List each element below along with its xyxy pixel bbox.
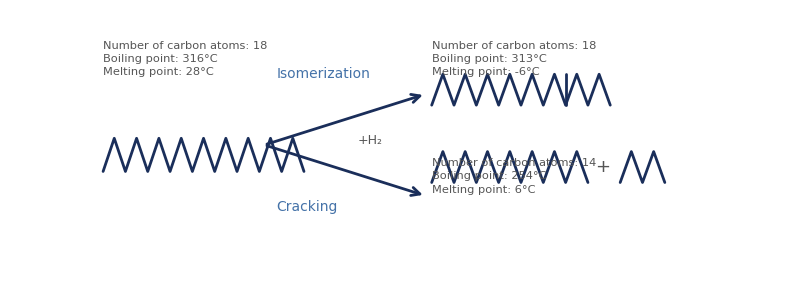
Text: Number of carbon atoms: 14
Boiling point: 254°C
Melting point: 6°C: Number of carbon atoms: 14 Boiling point…: [432, 158, 596, 195]
Text: Isomerization: Isomerization: [277, 67, 370, 81]
Text: Number of carbon atoms: 18
Boiling point: 316°C
Melting point: 28°C: Number of carbon atoms: 18 Boiling point…: [103, 41, 267, 77]
Text: +: +: [595, 158, 610, 176]
Text: Number of carbon atoms: 18
Boiling point: 313°C
Melting point: -6°C: Number of carbon atoms: 18 Boiling point…: [432, 41, 596, 77]
Text: +H₂: +H₂: [358, 134, 382, 147]
Text: Cracking: Cracking: [277, 200, 338, 214]
